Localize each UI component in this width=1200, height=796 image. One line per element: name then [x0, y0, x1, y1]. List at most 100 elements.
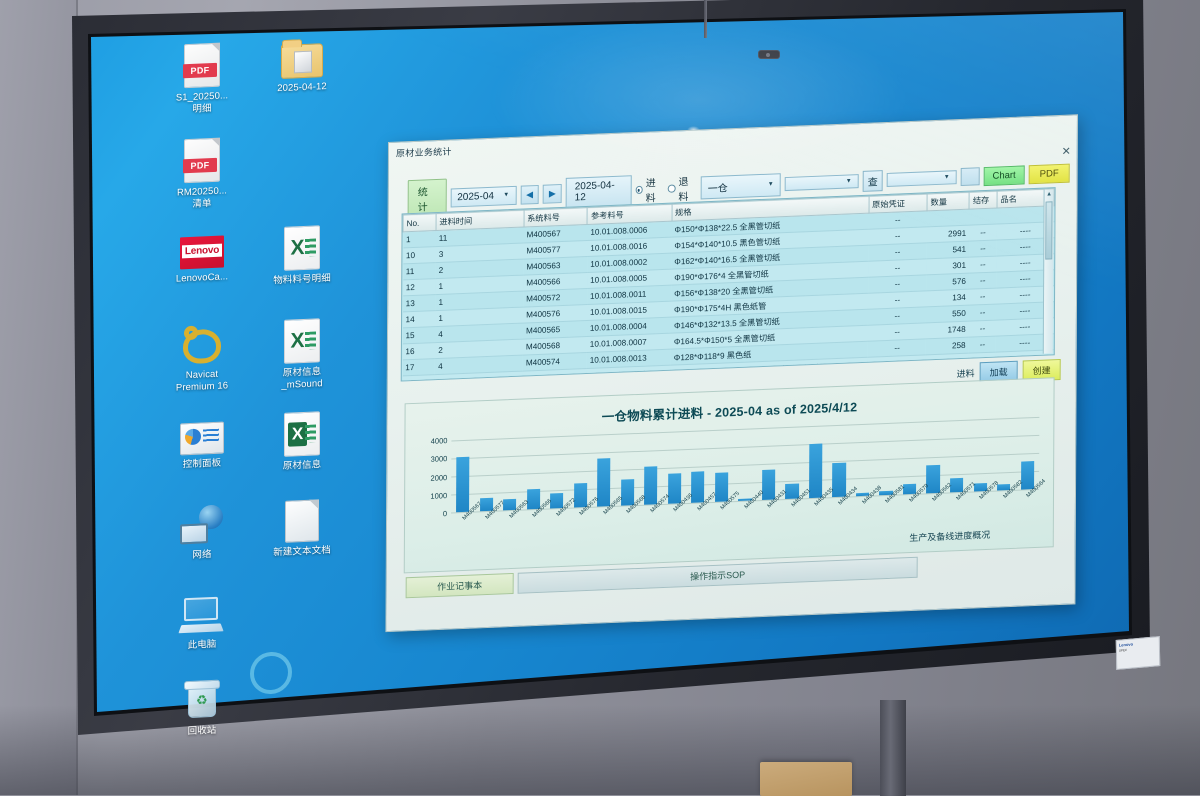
pdf-button[interactable]: PDF: [1029, 163, 1070, 184]
cell-qty: 134: [926, 289, 968, 307]
cardboard-box: [760, 762, 852, 796]
icon-label: LenovoCa...: [153, 270, 251, 286]
desktop-icon-xls-msound[interactable]: X 原材信息 _mSound: [253, 316, 351, 393]
control-panel-icon: [180, 421, 224, 455]
x-label-slot: M400567: [451, 514, 475, 557]
col-qty[interactable]: 数量: [927, 192, 969, 211]
x-label-slot: M400575: [709, 503, 733, 546]
folder-icon: [281, 43, 323, 79]
month-select[interactable]: 2025-04 ▼: [450, 185, 516, 207]
desktop-icon-pdf-rm[interactable]: PDF RM20250... 清单: [153, 135, 251, 212]
chart-bar[interactable]: [691, 471, 704, 502]
icon-label: 原材信息: [253, 458, 351, 474]
chart-bar[interactable]: [668, 473, 681, 503]
cell-bal: --: [969, 288, 997, 305]
grid-scrollbar[interactable]: ▲: [1043, 189, 1054, 353]
chevron-down-icon: ▼: [768, 182, 774, 188]
month-value: 2025-04: [457, 190, 494, 202]
date-field[interactable]: 2025-04-12: [566, 175, 632, 208]
close-icon[interactable]: ✕: [1062, 147, 1071, 157]
tab-work-notebook[interactable]: 作业记事本: [406, 573, 514, 598]
x-label-slot: M400566: [521, 511, 545, 554]
desktop-icon-pdf-s1[interactable]: PDF S1_20250... 明细: [153, 40, 251, 117]
desktop-icon-network[interactable]: 网络: [153, 500, 251, 563]
x-label-slot: M400431: [757, 501, 781, 544]
cell-qty: 550: [926, 305, 968, 323]
desktop-icon-this-pc[interactable]: 此电脑: [153, 590, 251, 653]
warehouse-value: 一仓: [708, 179, 728, 195]
y-axis-tick: 3000: [431, 454, 448, 464]
icon-label: 此电脑: [153, 637, 251, 653]
search-button[interactable]: 查: [863, 170, 883, 192]
desktop-icon-folder-date[interactable]: 2025-04-12: [253, 36, 351, 96]
chart-bar[interactable]: [574, 483, 587, 508]
cell-no: 11: [403, 263, 436, 280]
chart-bar[interactable]: [1021, 461, 1034, 490]
scrollbar-thumb[interactable]: [1045, 201, 1052, 259]
next-period-button[interactable]: ▶: [543, 184, 562, 204]
icon-label: 回收站: [153, 723, 251, 739]
filter-select[interactable]: ▼: [785, 174, 859, 191]
icon-label: 控制面板: [153, 456, 251, 472]
display-cable: [704, 0, 707, 38]
desktop-icon-navicat[interactable]: Navicat Premium 16: [153, 320, 251, 395]
col-bal[interactable]: 结存: [969, 191, 997, 209]
chart-bar[interactable]: [621, 479, 634, 505]
radio-returns-dot: [668, 184, 676, 192]
desktop-icon-control-panel[interactable]: 控制面板: [153, 413, 251, 472]
cell-bal: --: [969, 304, 997, 321]
col-no[interactable]: No.: [403, 214, 436, 232]
windows-desktop: PDF S1_20250... 明细 2025-04-12 PDF RM2025…: [153, 25, 363, 714]
radio-returns-label: 退料: [678, 173, 696, 204]
cell-no: 17: [402, 359, 435, 376]
cell-qty: 258: [926, 337, 968, 355]
x-label-slot: M400572: [545, 510, 569, 553]
grid-action-label: 进料: [957, 366, 975, 380]
chart-button[interactable]: Chart: [983, 165, 1024, 186]
cell-bal: --: [969, 224, 997, 241]
chart-bar[interactable]: [527, 489, 540, 510]
chart-bar[interactable]: [927, 465, 940, 494]
radio-returns[interactable]: 退料: [668, 173, 697, 204]
window-title: 原材业务统计: [396, 144, 452, 159]
x-label-slot: M400574: [639, 506, 663, 549]
chart-bar[interactable]: [832, 462, 845, 497]
desktop-icon-xls-raw-info[interactable]: X 原材信息: [253, 409, 351, 474]
x-label-slot: M400568: [615, 507, 639, 550]
cell-qty: [927, 209, 969, 227]
pdf-file-icon: PDF: [184, 43, 220, 89]
raw-material-statistics-window: 原材业务统计 ✕ 统计 2025-04 ▼ ◀ ▶ 2025-04-12 进料 …: [385, 114, 1078, 632]
chart-bar[interactable]: [762, 469, 775, 500]
chevron-down-icon: ▼: [846, 178, 852, 184]
chart-bar[interactable]: [715, 473, 728, 502]
chart-bar[interactable]: [809, 444, 822, 499]
cell-bal: [969, 208, 997, 225]
chart-bar[interactable]: [456, 457, 469, 513]
desktop-icon-xls-material-list[interactable]: X 物料料号明细: [253, 223, 351, 288]
extra-input[interactable]: [961, 167, 980, 186]
cell-no: 12: [403, 279, 436, 296]
extra-select[interactable]: ▼: [887, 170, 957, 187]
prev-period-button[interactable]: ◀: [520, 184, 539, 204]
desktop-icon-new-text-document[interactable]: 新建文本文档: [253, 496, 351, 560]
x-label-slot: M400440: [733, 502, 757, 545]
scroll-up-icon[interactable]: ▲: [1045, 189, 1054, 199]
monitor-spec-sticker: Lenovo SPEC: [1116, 636, 1161, 670]
icon-label: 网络: [153, 547, 251, 563]
radio-incoming[interactable]: 进料: [635, 174, 664, 205]
excel-file-icon: X: [284, 411, 320, 457]
cell-qty: 576: [927, 273, 969, 291]
desktop-icon-recycle-bin[interactable]: ♻ 回收站: [153, 675, 251, 739]
x-label-slot: M400577: [474, 513, 498, 556]
cell-bal: --: [969, 320, 997, 337]
desktop-icon-lenovo-care[interactable]: Lenovo LenovoCa...: [153, 227, 251, 286]
icon-label: 物料料号明细: [253, 272, 351, 288]
y-axis-tick: 0: [443, 509, 447, 518]
text-file-icon: [285, 499, 319, 542]
warehouse-select[interactable]: 一仓 ▼: [701, 173, 781, 199]
excel-file-icon: X: [284, 318, 320, 364]
wall-mounted-display: PDF S1_20250... 明细 2025-04-12 PDF RM2025…: [58, 0, 1158, 750]
